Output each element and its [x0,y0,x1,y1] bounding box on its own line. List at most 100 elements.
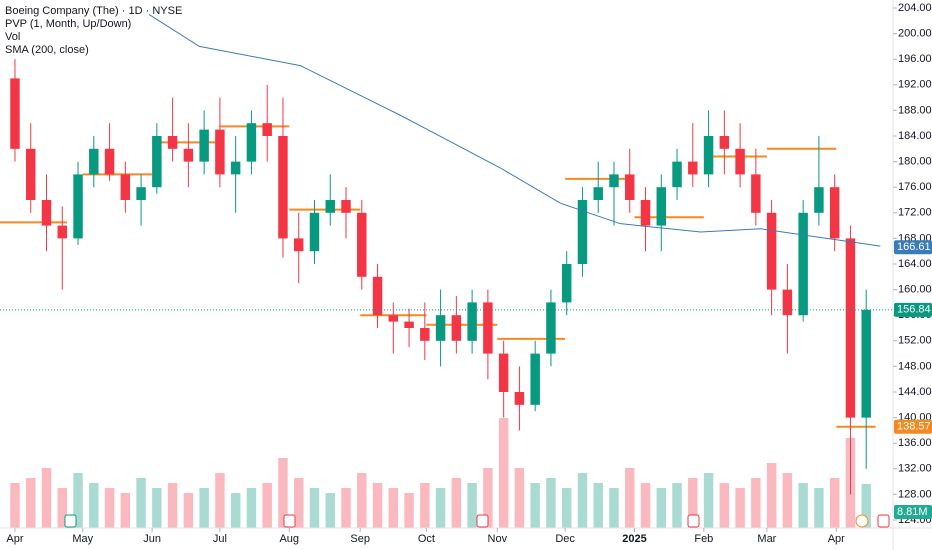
volume-bar [625,468,635,528]
candle-body [293,238,304,252]
volume-bar [278,458,288,528]
candle-body [766,212,777,290]
sma-price-tag: 166.61 [897,241,931,253]
earnings-icons [64,514,890,528]
candle-body [656,187,667,226]
candle-body [167,136,178,149]
volume-bar [861,483,871,528]
y-tick-label: 176.00 [898,181,932,193]
volume-bar [420,483,430,528]
candle-body [609,174,619,188]
volume-bar [719,483,730,528]
volume-bar [404,493,414,528]
candle-body [861,309,871,418]
earnings-icon [476,514,489,528]
sma-price-tag-bg [894,240,932,255]
candle-body [798,212,808,316]
candle-body [57,225,67,239]
plot-area [0,13,881,528]
candle-body [782,289,793,316]
candle-body [514,392,525,405]
candle-body [325,200,335,213]
volume-bar [152,488,162,528]
volume-bar [120,493,131,528]
candle-body [483,302,493,354]
volume-bar [73,473,83,528]
volume-bar [388,488,399,528]
earnings-icon [687,514,700,528]
candle-body [262,123,272,136]
candle-body [672,161,682,188]
volume-bar [26,478,36,528]
volume-bar [230,493,241,528]
volume-tag: 8.81M [897,506,928,518]
x-tick-label: Aug [279,533,299,545]
candle-body [73,174,83,239]
candle-body [215,129,225,175]
volume-bar [577,473,588,528]
volume-bar [782,473,793,528]
volume-bar [735,488,745,528]
y-tick-label: 204.00 [898,2,932,14]
candle-body [41,200,52,226]
x-tick-label: Mar [757,533,776,545]
event-icon [855,514,869,528]
candle-body [10,78,20,149]
sma-line [148,13,881,247]
candle-body [829,187,840,239]
poc-price-tag: 138.57 [897,421,931,433]
volume-bar [798,483,808,528]
y-tick-label: 136.00 [898,437,932,449]
y-tick-label: 172.00 [898,207,932,219]
volume-bar [593,483,603,528]
earnings-icon [877,514,890,528]
candle-body [703,136,714,175]
candle-body [546,302,556,354]
volume-bar [357,473,367,528]
indicator-label: SMA (200, close) [5,44,89,56]
candle-body [577,200,588,264]
x-tick-label: Apr [828,533,845,545]
candle-body [89,148,99,175]
x-tick-label: Jul [213,533,227,545]
volume-bar [766,463,777,528]
candle-body [467,302,477,341]
volume-bar [199,488,209,528]
candle-body [404,321,414,328]
candle-body [593,187,603,200]
y-tick-label: 132.00 [898,463,932,475]
candle-body [230,161,241,175]
volume-bar [467,483,477,528]
volume-bar [688,478,698,528]
candle-body [278,136,288,239]
volume-bar [293,478,304,528]
volume-tag-bg [894,505,932,519]
last-price-tag: 156.84 [897,304,931,316]
volume-bar [498,418,509,528]
chart-title: Boeing Company (The) · 1D · NYSE [5,5,182,17]
y-tick-label: 148.00 [898,360,932,372]
candle-body [199,129,209,162]
volume-bar [183,493,194,528]
x-tick-label: Oct [418,533,435,545]
volume-bar [136,478,146,528]
candle-body [435,315,446,341]
x-tick-label: Apr [6,533,23,545]
y-tick-label: 128.00 [898,488,932,500]
volume-bar [530,483,540,528]
volume-bar [609,488,619,528]
volume-bar [814,488,824,528]
x-tick-label: May [72,533,93,545]
y-tick-label: 192.00 [898,79,932,91]
last-price-tag-bg [894,302,932,317]
candle-body [104,148,115,175]
y-tick-label: 164.00 [898,258,932,270]
y-tick-label: 188.00 [898,104,932,116]
volume-bar [57,488,67,528]
candle-body [357,212,367,277]
volume-bar [325,493,335,528]
volume-bar [751,478,761,528]
volume-bar [546,478,556,528]
volume-bar [640,483,651,528]
